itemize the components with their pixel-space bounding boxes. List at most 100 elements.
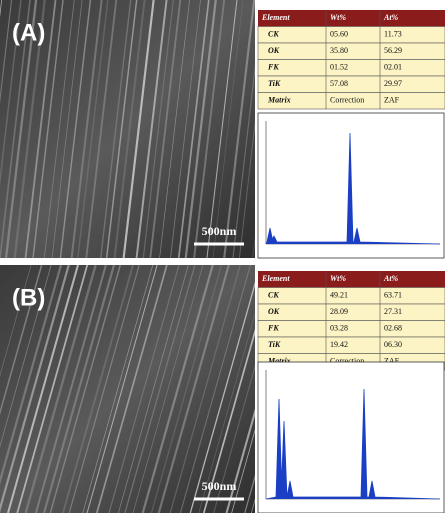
table-row: [257, 320, 445, 338]
table-cell: 56.29: [384, 46, 402, 55]
spectrum: [265, 388, 441, 500]
sem-stripe: [85, 0, 118, 258]
sem-stripe: [203, 328, 255, 513]
table-cell: FK: [267, 63, 279, 72]
sem-stripe: [157, 265, 230, 513]
sem-stripe: [62, 265, 134, 513]
table-row: [257, 59, 445, 77]
sem-stripe: [179, 265, 251, 513]
sem-stripe: [70, 0, 103, 258]
table-header-cell: Element: [261, 274, 290, 283]
table-cell: 57.08: [330, 79, 348, 88]
sem-image: [0, 0, 255, 258]
sem-stripe: [16, 265, 89, 513]
sem-stripe: [132, 265, 204, 513]
sem-stripe: [124, 265, 196, 513]
table-header-cell: Element: [261, 13, 290, 22]
sem-stripe: [232, 63, 255, 258]
sem-stripe: [170, 0, 201, 258]
sem-stripe: [198, 312, 255, 513]
sem-stripe: [43, 0, 75, 258]
sem-stripe: [149, 0, 182, 258]
table-cell: TiK: [268, 340, 281, 349]
sem-stripe: [0, 0, 22, 187]
table-cell: ZAF: [384, 96, 400, 105]
sem-stripe: [225, 408, 255, 513]
sem-stripe: [34, 265, 107, 513]
table-cell: 02.68: [384, 324, 402, 333]
table-cell: 06.30: [384, 340, 402, 349]
sem-stripe: [0, 265, 43, 416]
table-cell: OK: [268, 46, 280, 55]
table-row: [257, 287, 445, 305]
table-cell: 35.80: [330, 46, 348, 55]
table-cell: TiK: [268, 79, 281, 88]
table-header-cell: Wt%: [330, 274, 346, 283]
sem-stripe: [193, 0, 226, 258]
sem-stripe: [238, 119, 255, 258]
table-cell: 28.09: [330, 307, 348, 316]
table-cell: FK: [267, 324, 279, 333]
table-cell: OK: [268, 307, 280, 316]
sem-stripe: [0, 265, 63, 486]
sem-stripe: [100, 0, 132, 258]
sem-stripe: [59, 0, 92, 258]
panel-label: (B): [12, 284, 45, 311]
sem-stripe: [189, 281, 255, 513]
sem-stripe: [177, 0, 210, 258]
table-cell: 01.52: [330, 63, 348, 72]
scale-bar-label: 500nm: [202, 479, 237, 493]
sem-stripe: [13, 0, 46, 258]
sem-stripe: [0, 0, 13, 105]
table-header-cell: At%: [383, 274, 399, 283]
table-cell: 03.28: [330, 324, 348, 333]
sem-stripe: [49, 265, 122, 513]
sem-stripe: [135, 0, 168, 258]
sem-stripe: [122, 0, 155, 258]
table-cell: Matrix: [267, 96, 291, 105]
sem-stripe: [169, 265, 241, 513]
sem-stripe: [118, 265, 189, 513]
sem-image: [0, 265, 255, 513]
table-cell: ZAF: [384, 357, 400, 366]
scale-bar-label: 500nm: [202, 224, 237, 238]
panel-label: (A): [12, 19, 45, 46]
sem-stripe: [4, 0, 38, 258]
sem-stripe: [96, 265, 168, 513]
table-header: [258, 10, 445, 27]
sem-stripe: [184, 0, 217, 258]
sem-stripe: [159, 0, 190, 258]
panel: (B) 500nm Element Wt% At% CK 49.21 63.71 OK 28.09…: [0, 265, 445, 513]
sem-stripe: [24, 0, 57, 258]
sem-stripe: [0, 265, 70, 513]
table-row: [257, 303, 445, 321]
table-row: [257, 92, 445, 110]
sem-stripe: [206, 0, 238, 258]
spectrum: [265, 132, 441, 245]
sem-stripe: [0, 0, 31, 258]
table-cell: CK: [268, 30, 279, 39]
sem-stripe: [0, 265, 32, 377]
sem-stripe: [0, 265, 52, 448]
sem-stripe: [86, 265, 158, 513]
sem-stripe: [213, 364, 255, 513]
sem-background: [0, 0, 255, 258]
table-cell: 49.21: [330, 291, 348, 300]
panel: (A) 500nm Element Wt% At% CK 05.60 11.73 OK 35.80…: [0, 0, 445, 259]
table-row: [257, 75, 445, 93]
sem-stripe: [108, 265, 180, 513]
table-cell: 11.73: [384, 30, 402, 39]
table-cell: 05.60: [330, 30, 348, 39]
table-cell: 63.71: [384, 291, 402, 300]
table-header-cell: Wt%: [330, 13, 346, 22]
sem-stripe: [212, 0, 244, 258]
sem-stripe: [150, 265, 223, 513]
table-row: [257, 42, 445, 60]
table-cell: Correction: [330, 96, 364, 105]
table-cell: 27.31: [384, 307, 402, 316]
table-cell: 02.01: [384, 63, 402, 72]
sem-stripe: [113, 0, 146, 258]
sem-stripe: [142, 0, 174, 258]
sem-stripe: [68, 265, 140, 513]
